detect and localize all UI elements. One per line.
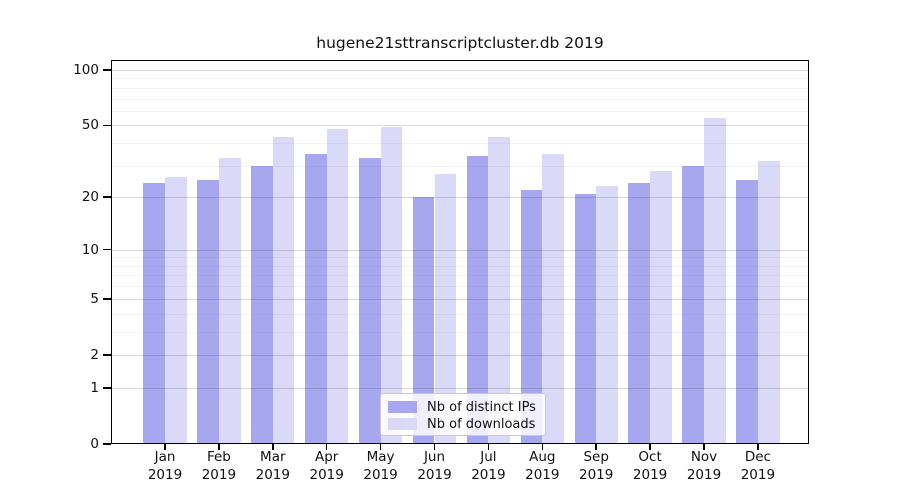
gridline-major <box>111 298 809 300</box>
gridline-minor <box>111 143 809 145</box>
y-tick-mark <box>103 124 111 127</box>
gridline-minor <box>111 313 809 315</box>
bar-distinct-ips-jan <box>143 183 165 444</box>
gridline-major <box>111 70 809 71</box>
gridline-major <box>111 354 809 356</box>
gridline-major <box>111 387 809 389</box>
bar-distinct-ips-feb <box>197 179 219 444</box>
bar-downloads-sep <box>596 186 618 444</box>
x-tick-mark <box>325 444 328 450</box>
x-tick-label-oct: Oct 2019 <box>632 449 668 483</box>
y-tick-label: 50 <box>81 117 99 134</box>
x-tick-mark <box>433 444 436 450</box>
y-tick-label: 0 <box>90 436 99 452</box>
gridline-minor <box>111 87 809 89</box>
gridline-minor <box>111 286 809 288</box>
y-tick-mark <box>103 354 111 356</box>
gridline-minor <box>111 110 809 112</box>
gridline-minor <box>111 265 809 267</box>
plot-area <box>111 60 809 444</box>
x-tick-mark <box>272 444 274 450</box>
x-tick-label-apr: Apr 2019 <box>309 449 344 483</box>
bar-distinct-ips-apr <box>305 153 327 444</box>
legend-item-downloads: Nb of downloads <box>388 416 537 432</box>
chart-title: hugene21sttranscriptcluster.db 2019 <box>316 34 604 52</box>
bar-downloads-jan <box>165 176 187 444</box>
y-tick-label: 20 <box>81 189 99 206</box>
y-tick-label: 2 <box>90 346 99 363</box>
bar-distinct-ips-jul <box>466 155 489 444</box>
gridline-major <box>111 197 809 199</box>
x-tick-mark <box>541 444 544 450</box>
x-tick-label-sep: Sep 2019 <box>579 449 614 483</box>
legend-swatch-distinct-ips <box>388 401 417 413</box>
y-tick-label: 10 <box>81 241 99 258</box>
bar-distinct-ips-mar <box>251 165 273 444</box>
y-tick-mark <box>103 387 111 389</box>
bar-distinct-ips-sep <box>574 193 597 444</box>
bar-downloads-jun <box>434 173 457 444</box>
bar-downloads-nov <box>704 117 726 444</box>
gridline-major <box>111 249 809 251</box>
bar-distinct-ips-aug <box>520 189 543 444</box>
x-tick-mark <box>595 444 597 450</box>
gridline-minor <box>111 165 809 167</box>
x-tick-mark <box>757 444 759 450</box>
x-tick-label-aug: Aug 2019 <box>525 449 560 483</box>
y-tick-label: 1 <box>90 379 99 396</box>
bar-downloads-mar <box>272 137 295 444</box>
x-tick-label-mar: Mar 2019 <box>255 449 290 483</box>
bar-downloads-apr <box>326 128 349 444</box>
x-tick-label-may: May 2019 <box>363 449 398 483</box>
gridline-minor <box>111 257 809 259</box>
x-tick-mark <box>649 444 651 450</box>
bar-distinct-ips-may <box>358 158 381 444</box>
x-tick-mark <box>379 444 382 450</box>
bar-downloads-aug <box>542 153 564 444</box>
x-tick-label-jan: Jan 2019 <box>147 449 183 483</box>
gridline-minor <box>111 331 809 333</box>
bar-downloads-oct <box>650 171 672 444</box>
y-tick-label: 100 <box>73 62 99 78</box>
x-tick-label-nov: Nov 2019 <box>686 449 722 483</box>
legend-item-distinct-ips: Nb of distinct IPs <box>388 399 537 415</box>
gridline-minor <box>111 98 809 100</box>
bar-downloads-dec <box>757 160 780 444</box>
legend: Nb of distinct IPs Nb of downloads <box>380 393 546 436</box>
y-tick-mark <box>103 196 111 199</box>
x-tick-label-feb: Feb 2019 <box>201 449 237 483</box>
x-tick-mark <box>218 444 220 450</box>
y-tick-mark <box>103 69 111 71</box>
x-tick-label-jun: Jun 2019 <box>417 449 452 483</box>
legend-label-distinct-ips: Nb of distinct IPs <box>427 399 536 415</box>
bar-downloads-may <box>380 126 403 444</box>
bar-distinct-ips-oct <box>628 183 651 444</box>
bar-distinct-ips-jun <box>412 197 435 444</box>
bar-distinct-ips-dec <box>736 179 758 444</box>
legend-swatch-downloads <box>388 418 417 430</box>
x-tick-label-jul: Jul 2019 <box>471 449 506 483</box>
x-tick-mark <box>164 444 166 450</box>
y-tick-mark <box>103 443 111 445</box>
y-tick-mark <box>103 297 111 300</box>
gridline-minor <box>111 78 809 80</box>
x-tick-label-dec: Dec 2019 <box>740 449 776 483</box>
y-tick-label: 5 <box>90 290 99 307</box>
gridline-major <box>111 125 809 127</box>
x-tick-mark <box>487 444 490 450</box>
y-tick-mark <box>103 248 111 251</box>
bar-downloads-feb <box>218 158 241 444</box>
bar-downloads-jul <box>488 137 511 444</box>
bar-distinct-ips-nov <box>682 165 704 444</box>
legend-label-downloads: Nb of downloads <box>427 416 536 432</box>
x-tick-mark <box>703 444 705 450</box>
gridline-minor <box>111 275 809 277</box>
